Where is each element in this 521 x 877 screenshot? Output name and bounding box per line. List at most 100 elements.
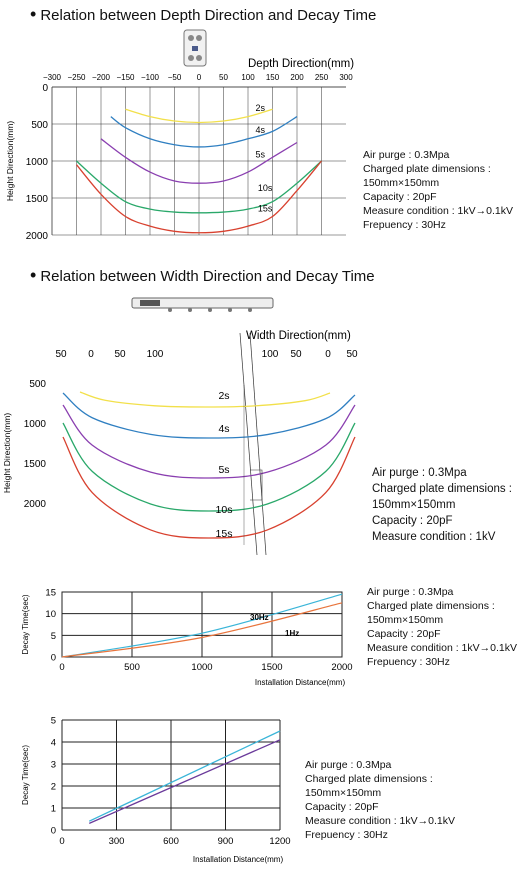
- y-tick-label: 3: [51, 760, 56, 771]
- distance-chart-notes: Air purge : 0.3Mpa Charged plate dimensi…: [367, 585, 517, 669]
- note-line: Measure condition : 1kV→0.1kV: [305, 815, 455, 827]
- x-tick-label: 50: [290, 349, 302, 360]
- x-tick-label: 100: [147, 349, 164, 360]
- y-tick-label: 1000: [24, 419, 47, 430]
- x-axis-title: Installation Distance(mm): [193, 855, 284, 864]
- distance-decay-chart-short: 0 300 600 900 1200 0 1 2 3 4 5 Decay Time(sec) Insta…: [21, 716, 291, 865]
- series-line-2s: [125, 108, 273, 124]
- series-label-2s: 2s: [218, 390, 229, 402]
- series-line-4s: [62, 392, 356, 439]
- series-line-2s: [79, 391, 331, 408]
- section-title-width: • Relation between Width Direction and De…: [30, 265, 375, 286]
- x-tick-label: 900: [218, 836, 234, 847]
- y-axis-title: Height Direction(mm): [5, 121, 15, 201]
- x-tick-label: 0: [59, 836, 64, 847]
- axis-break-line: [249, 332, 267, 556]
- x-tick-label: 1000: [191, 662, 212, 673]
- series-label-4s: 4s: [218, 423, 229, 435]
- series-label-5s: 5s: [255, 150, 265, 160]
- y-tick-label: 1500: [26, 194, 49, 205]
- y-tick-label: 2000: [24, 499, 47, 510]
- depth-chart-notes: Air purge : 0.3Mpa Charged plate dimensi…: [363, 148, 513, 232]
- x-tick-label: 50: [114, 349, 126, 360]
- y-tick-label: 5: [51, 716, 56, 727]
- y-axis-title: Height Direction(mm): [2, 413, 12, 493]
- x-tick-label: −150: [116, 73, 135, 82]
- y-tick-label: 500: [29, 379, 46, 390]
- x-tick-label: 250: [315, 73, 329, 82]
- x-tick-label: 300: [109, 836, 125, 847]
- x-axis-title: Installation Distance(mm): [255, 678, 346, 687]
- series-line-15s: [62, 436, 356, 539]
- series-line-5s: [62, 404, 356, 479]
- series-line-1Hz: [61, 602, 343, 658]
- note-line: Charged plate dimensions :: [367, 600, 495, 612]
- x-tick-label: 500: [124, 662, 140, 673]
- series-line-5s: [100, 138, 298, 184]
- axis-break-line: [239, 332, 258, 556]
- y-tick-label: 1500: [24, 459, 47, 470]
- series-line-30Hz: [61, 593, 343, 658]
- y-tick-label: 2000: [26, 231, 49, 242]
- x-tick-label: 300: [339, 73, 353, 82]
- note-line: Frepuency : 30Hz: [363, 219, 446, 231]
- x-tick-label: 150: [266, 73, 280, 82]
- note-line: 150mm×150mm: [305, 787, 382, 799]
- x-tick-label: 50: [346, 349, 358, 360]
- note-line: Air purge : 0.3Mpa: [363, 149, 450, 161]
- y-tick-label: 500: [31, 120, 48, 131]
- x-tick-label: −250: [67, 73, 86, 82]
- x-tick-label: 2000: [331, 662, 352, 673]
- x-tick-label: 0: [88, 349, 94, 360]
- x-axis-title: Depth Direction(mm): [248, 58, 354, 70]
- x-tick-label: 200: [290, 73, 304, 82]
- y-tick-label: 15: [45, 588, 56, 599]
- y-tick-label: 1: [51, 804, 56, 815]
- bar-device-icon: [131, 297, 274, 312]
- x-tick-label: 0: [325, 349, 331, 360]
- section-title-depth: • Relation between Depth Direction and De…: [30, 4, 376, 25]
- depth-decay-chart: Depth Direction(mm) −300 −250 −200 −150 −100−…: [5, 58, 354, 242]
- x-tick-label: 0: [197, 73, 202, 82]
- x-tick-label: 600: [163, 836, 179, 847]
- series-line-15s: [75, 160, 323, 234]
- x-tick-label: 1200: [269, 836, 290, 847]
- note-line: Measure condition : 1kV→0.1kV: [363, 205, 513, 217]
- y-tick-label: 0: [51, 653, 56, 664]
- note-line: 150mm×150mm: [363, 177, 440, 189]
- note-line: Air purge : 0.3Mpa: [367, 586, 454, 598]
- y-tick-label: 10: [45, 609, 56, 620]
- note-line: 150mm×150mm: [367, 614, 444, 626]
- short-distance-chart-notes: Air purge : 0.3Mpa Charged plate dimensi…: [305, 758, 455, 842]
- x-tick-label: −300: [43, 73, 62, 82]
- series-line-10s: [62, 422, 356, 512]
- note-line: Air purge : 0.3Mpa: [372, 467, 467, 479]
- y-tick-label: 1000: [26, 157, 49, 168]
- x-tick-label: 50: [55, 349, 67, 360]
- series-label-15s: 15s: [258, 204, 273, 214]
- note-line: Charged plate dimensions :: [363, 163, 491, 175]
- note-line: Charged plate dimensions :: [372, 483, 512, 495]
- x-tick-label: −200: [92, 73, 111, 82]
- series-label-30Hz: 30Hz: [250, 613, 269, 622]
- x-axis-title: Width Direction(mm): [246, 330, 351, 342]
- axis-break-mark: [250, 469, 263, 501]
- note-line: Measure condition : 1kV: [372, 531, 496, 543]
- note-line: Capacity : 20pF: [305, 801, 379, 813]
- y-tick-label: 4: [51, 738, 56, 749]
- note-line: Capacity : 20pF: [363, 191, 437, 203]
- note-line: Capacity : 20pF: [367, 628, 441, 640]
- note-line: Charged plate dimensions :: [305, 773, 433, 785]
- series-line-cyan: [88, 730, 281, 822]
- x-tick-label: 100: [262, 349, 279, 360]
- x-tick-label: 100: [241, 73, 255, 82]
- width-decay-chart: Width Direction(mm)50 0 50 100 100 50 0 5050010…: [2, 330, 358, 556]
- x-tick-label: 1500: [261, 662, 282, 673]
- sensor-device-icon: [183, 29, 207, 67]
- series-line-purple: [88, 739, 281, 824]
- y-axis-title: Decay Time(sec): [21, 745, 30, 805]
- y-tick-label: 5: [51, 631, 56, 642]
- x-tick-label: 0: [59, 662, 64, 673]
- series-label-4s: 4s: [255, 125, 265, 135]
- title-text: Relation between Width Direction and Dec…: [40, 268, 375, 285]
